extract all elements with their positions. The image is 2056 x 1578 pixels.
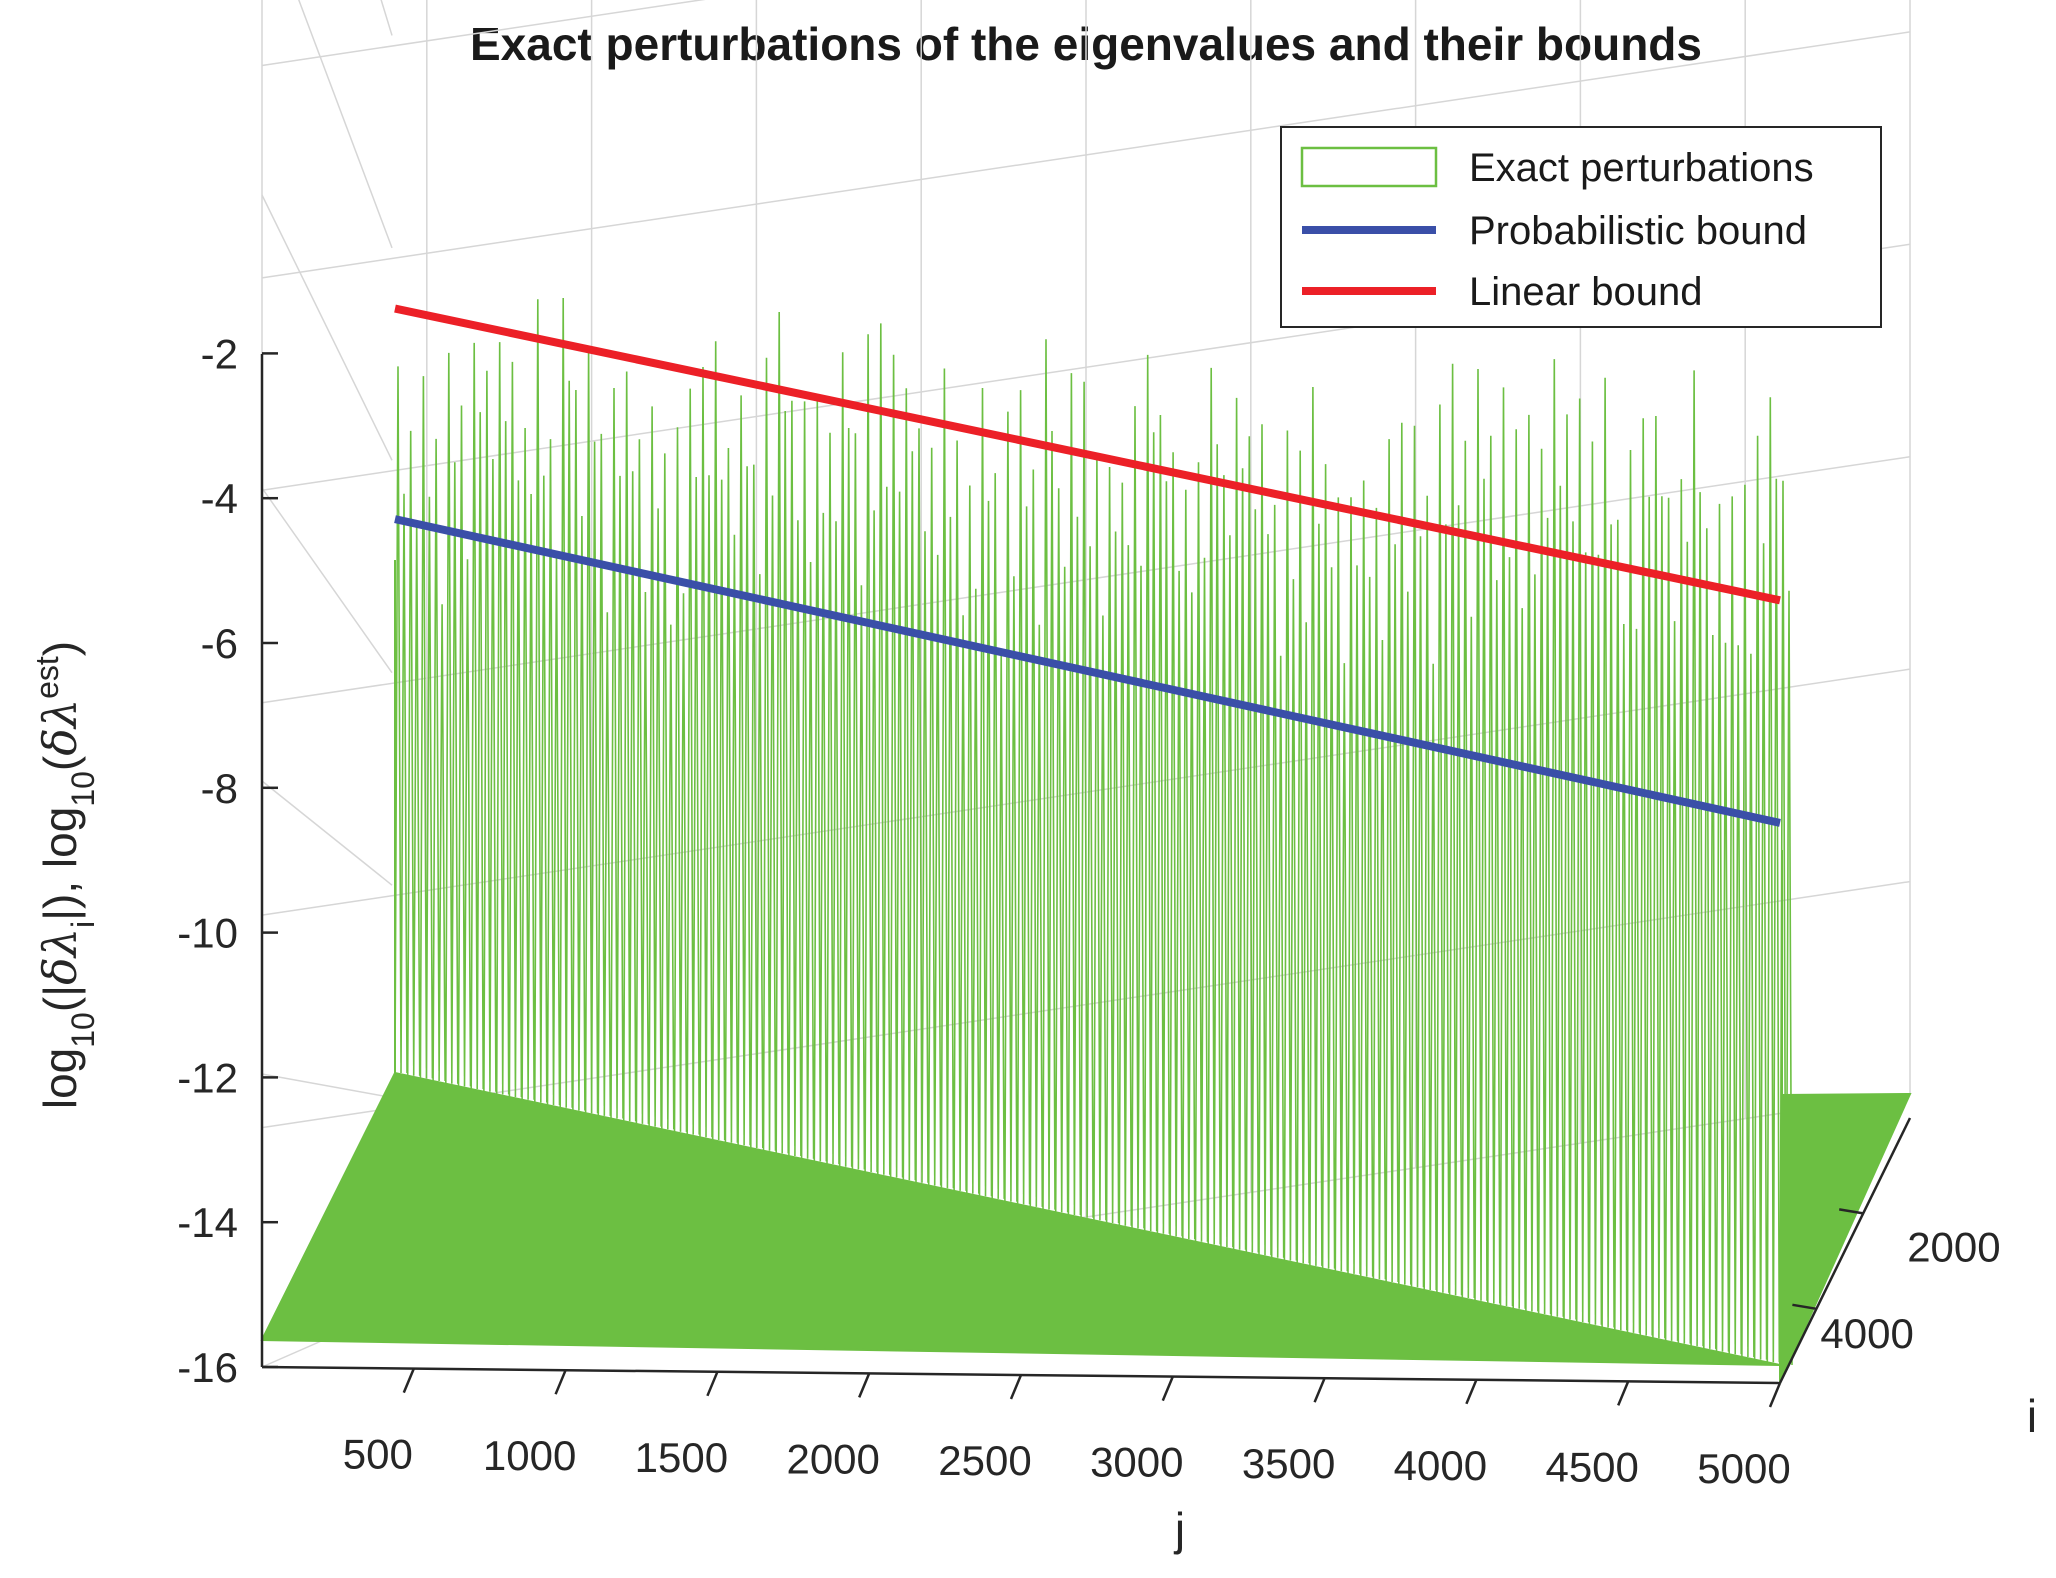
grid-line-left <box>380 0 393 36</box>
grid-line-left <box>261 487 393 674</box>
x-tick-label: 2500 <box>938 1437 1031 1484</box>
grid-line-left <box>261 194 393 461</box>
x-tick-mark <box>1617 1380 1630 1406</box>
y-tick-label: 2000 <box>1907 1223 2000 1270</box>
y-axis-label: i <box>2027 1390 2037 1442</box>
z-tick-label: -8 <box>201 765 238 812</box>
z-tick-label: -10 <box>177 910 238 957</box>
svg-text:log10(|δλi|), log10(δλest): log10(|δλi|), log10(δλest) <box>29 641 101 1109</box>
x-tick-label: 1000 <box>483 1432 576 1479</box>
z-label-open1: (| <box>34 985 86 1012</box>
z-label-close1: |), log <box>34 807 86 921</box>
x-tick-mark <box>554 1369 567 1395</box>
grid-line-left <box>261 780 393 886</box>
bound-line-linear <box>394 304 1781 605</box>
bound-line-probabilistic <box>394 515 1781 827</box>
grid-line-horizontal <box>261 0 706 67</box>
z-label-delta2: δλ <box>33 699 87 756</box>
z-axis-label: log10(|δλi|), log10(δλest) <box>29 641 101 1109</box>
y-tick-label: 4000 <box>1820 1310 1913 1357</box>
x-tick-mark <box>402 1368 415 1394</box>
z-tick-label: -12 <box>177 1054 238 1101</box>
z-tick-label: -6 <box>201 620 238 667</box>
legend: Exact perturbations Probabilistic bound … <box>1280 126 1882 328</box>
z-label-open2: ( <box>34 755 86 771</box>
exact-perturbations-surface <box>260 297 1912 1384</box>
z-label-sub10-b: 10 <box>65 771 101 807</box>
z-label-log: log <box>34 1048 86 1109</box>
x-tick-mark <box>1313 1377 1326 1403</box>
x-tick-mark <box>1465 1379 1478 1405</box>
x-tick-label: 4000 <box>1394 1442 1487 1489</box>
z-tick-label: -14 <box>177 1199 238 1246</box>
z-tick-label: -2 <box>201 330 238 377</box>
x-tick-mark <box>1161 1376 1174 1402</box>
surface-floor-left <box>260 1071 1781 1366</box>
legend-label-probabilistic: Probabilistic bound <box>1469 209 1807 253</box>
grid-line-horizontal <box>261 31 1911 279</box>
x-tick-mark <box>1768 1382 1782 1408</box>
y-tick-mark <box>1792 1303 1817 1311</box>
z-label-sub10: 10 <box>65 1012 101 1048</box>
x-tick-mark <box>858 1372 871 1398</box>
legend-label-linear: Linear bound <box>1469 270 1703 314</box>
bound-lines <box>394 304 1781 827</box>
x-tick-mark <box>1009 1374 1023 1400</box>
z-tick-label: -4 <box>201 475 238 522</box>
tick-labels: -2 -4 -6 -8 -10 -12 -14 -16 500 1000 1500 2000 2500 3… <box>177 330 2000 1492</box>
y-tick-mark <box>1838 1208 1864 1215</box>
y-axis-line <box>1778 1117 1912 1384</box>
legend-label-exact: Exact perturbations <box>1469 146 1814 190</box>
x-tick-label: 3000 <box>1090 1439 1183 1486</box>
z-label-delta1: δλ <box>33 928 87 985</box>
z-label-sup-est: est <box>29 656 65 699</box>
z-label-sub-i: i <box>65 921 101 928</box>
x-axis-label: j <box>1173 1503 1185 1555</box>
x-tick-label: 2000 <box>786 1435 879 1482</box>
x-tick-label: 4500 <box>1545 1443 1638 1490</box>
z-tick-label: -16 <box>177 1344 238 1391</box>
grid-line-left <box>261 1073 393 1099</box>
legend-swatch-exact <box>1300 146 1438 188</box>
surface-spikes <box>394 297 1793 1366</box>
grid-line-left <box>298 0 393 249</box>
x-tick-label: 1500 <box>635 1434 728 1481</box>
x-tick-label: 500 <box>343 1431 413 1478</box>
x-tick-label: 5000 <box>1697 1445 1790 1492</box>
z-label-close2: ) <box>34 641 86 656</box>
x-tick-mark <box>706 1371 719 1397</box>
x-tick-label: 3500 <box>1242 1440 1335 1487</box>
